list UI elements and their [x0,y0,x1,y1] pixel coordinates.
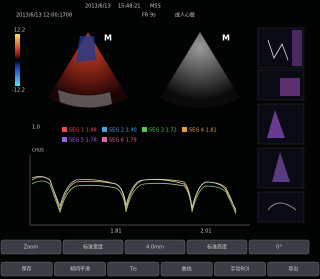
legend-swatch [62,137,67,142]
legend-swatch [182,127,187,132]
button-label: 曲线 [182,266,192,273]
date: 2013/6/13 [85,4,111,10]
button-label: 帧间平滑 [70,266,90,273]
legend-label: SEG 6 1.79 [109,138,137,144]
scale-top: 12.2 [14,28,25,34]
legend-label: SEG 3 1.72 [149,128,177,134]
mode: 成人心脏 [175,12,195,19]
button-label: Zoom [24,245,39,251]
legend-swatch [62,127,67,132]
legend-swatch [142,127,147,132]
x-label: 1.81 [110,229,121,235]
legend: SEG 1 1.88 SEG 2 1.90 SEG 3 1.72 SEG 4 1.81… [62,127,217,144]
button-label: 0° [276,245,282,251]
legend-label: SEG 4 1.81 [189,128,217,134]
patient: 2013/6/13 12:00:1708 [16,13,72,19]
ultrasound-ui: 2013/6/13 12:00:1708 2013/6/13 15:48:21 … [0,0,320,279]
button-label: Tis [129,267,137,273]
marker: 1.0 [32,125,40,131]
probe: M5S [150,4,161,10]
button-label: 标准宽度 [83,244,103,251]
legend-label: SEG 1 1.88 [69,128,97,134]
legend-label: SEG 5 1.78 [69,138,97,144]
thumbnails [258,28,304,222]
button-label: 标准高度 [207,244,227,251]
logo: M [222,34,230,43]
y-label: cm/s [32,148,44,154]
screen: 2013/6/13 12:00:1708 2013/6/13 15:48:21 … [0,0,320,279]
legend-swatch [102,127,107,132]
gray-sector [160,32,240,108]
color-flow [76,36,96,62]
legend-swatch [102,137,107,142]
legend-label: SEG 2 1.90 [109,128,137,134]
curves [32,176,236,214]
x-label: 2.01 [200,229,211,235]
button-label: 手动ROI [231,266,250,273]
color-bar [15,34,20,86]
button-label: 保存 [22,266,32,273]
button-label: 导出 [288,266,298,273]
button-bar: Zoom 标准宽度 4.0mm 标准高度 0° 保存 帧间平滑 Tis 曲线 手动ROI 导出 [1,240,319,276]
time: 15:48:21 [118,4,140,10]
logo: M [104,34,112,43]
fr: FR 9s [142,13,156,19]
button-label: 4.0mm [146,245,164,251]
scale-bottom: -12.2 [12,88,25,94]
